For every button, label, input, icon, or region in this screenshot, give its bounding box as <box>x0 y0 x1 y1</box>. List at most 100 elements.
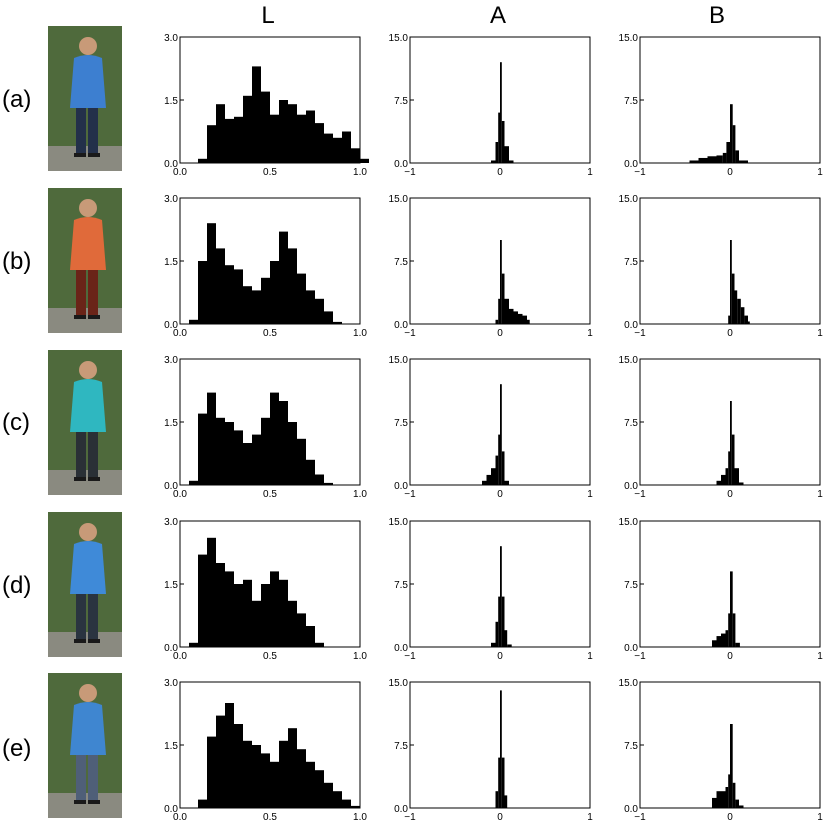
histogram-bar <box>243 579 252 647</box>
histogram-bar <box>725 468 729 485</box>
x-tick-label: 0 <box>727 328 733 339</box>
histogram-bar <box>748 321 750 324</box>
histogram-bar <box>243 286 252 324</box>
y-tick-label: 7.5 <box>624 418 638 429</box>
histogram-bar <box>731 273 735 324</box>
histogram-bar <box>306 110 315 163</box>
histogram-bar <box>498 596 500 647</box>
x-tick-label: −1 <box>404 328 416 339</box>
y-tick-label: 0.0 <box>164 159 178 170</box>
x-tick-label: −1 <box>404 812 416 823</box>
histogram-bar <box>270 571 279 647</box>
person-blue-shirt-icon <box>48 512 122 657</box>
y-tick-label: 15.0 <box>389 678 409 689</box>
histogram-bar <box>726 142 730 163</box>
histogram-bar <box>740 307 745 324</box>
histogram-bar <box>716 480 721 485</box>
histogram-bar <box>234 269 243 324</box>
column-header-b: B <box>708 2 725 29</box>
histogram-bar <box>707 156 717 163</box>
histogram-bar <box>315 123 324 163</box>
row-label-c: (c) <box>2 409 30 436</box>
histogram-bar <box>252 434 261 485</box>
histogram-bar <box>734 468 739 485</box>
histogram-bar <box>207 736 216 808</box>
y-tick-label: 1.5 <box>164 418 178 429</box>
histogram-bar <box>739 805 744 808</box>
histogram-bar <box>728 774 730 808</box>
y-tick-label: 1.5 <box>164 96 178 107</box>
x-tick-label: 1 <box>817 328 823 339</box>
x-tick-label: 0.0 <box>173 167 187 178</box>
histogram-bar <box>189 319 198 324</box>
row-label-a: (a) <box>2 86 32 113</box>
histogram-bar <box>500 384 502 485</box>
histogram-bar <box>279 579 288 647</box>
histogram-b-d: 0.0 7.5 15.0 −1 0 1 <box>619 517 824 662</box>
histogram-bar <box>504 630 508 647</box>
histogram-bar <box>252 66 261 163</box>
y-tick-label: 15.0 <box>619 194 639 205</box>
y-tick-label: 7.5 <box>624 96 638 107</box>
histogram-bar <box>297 438 306 485</box>
histogram-bar <box>504 298 509 324</box>
y-tick-label: 0.0 <box>394 643 408 654</box>
histogram-bar <box>351 148 360 163</box>
y-tick-label: 0.0 <box>624 159 638 170</box>
histogram-b-c: 0.0 7.5 15.0 −1 0 1 <box>619 355 824 500</box>
y-tick-label: 1.5 <box>164 580 178 591</box>
histogram-bar <box>324 482 333 485</box>
histogram-bar <box>216 715 225 808</box>
histogram-bar <box>270 261 279 324</box>
histogram-bar <box>721 633 726 647</box>
x-tick-label: 1 <box>817 651 823 662</box>
x-tick-label: 0 <box>727 651 733 662</box>
histogram-bar <box>491 160 496 163</box>
y-tick-label: 3.0 <box>164 33 178 44</box>
histogram-bar <box>689 160 699 163</box>
histogram-bar <box>716 791 721 808</box>
y-tick-label: 0.0 <box>394 481 408 492</box>
x-tick-label: 1.0 <box>353 812 367 823</box>
histogram-bar <box>279 231 288 324</box>
histogram-bar <box>501 273 505 324</box>
histogram-bar <box>500 546 502 647</box>
histogram-bar <box>501 121 505 163</box>
histogram-bar <box>486 474 491 485</box>
person-orange-shirt-icon <box>48 188 122 333</box>
histogram-bar <box>739 482 744 485</box>
histogram-b-b: 0.0 7.5 15.0 −1 0 1 <box>619 194 824 339</box>
histogram-bar <box>495 455 499 485</box>
histogram-bar <box>261 417 270 485</box>
histogram-bar <box>198 158 207 163</box>
histogram-bar <box>522 315 527 324</box>
histogram-bar <box>234 430 243 485</box>
histogram-bar <box>735 150 739 163</box>
histogram-bar <box>730 571 733 647</box>
histogram-bar <box>731 434 735 485</box>
histogram-a-d: 0.0 7.5 15.0 −1 0 1 <box>389 517 594 662</box>
histogram-bar <box>721 791 726 808</box>
histogram-bar <box>252 600 261 647</box>
histogram-bar <box>225 118 234 163</box>
histogram-bar <box>198 799 207 808</box>
histogram-bar <box>735 799 739 808</box>
person-blue-shirt-icon <box>48 673 122 818</box>
histogram-bar <box>725 787 729 808</box>
x-tick-label: 0 <box>497 489 503 500</box>
y-tick-label: 7.5 <box>624 580 638 591</box>
x-tick-label: 1 <box>587 489 593 500</box>
histogram-bar <box>306 761 315 808</box>
histogram-bar <box>198 554 207 647</box>
x-tick-label: 0.5 <box>263 812 277 823</box>
x-tick-label: 1.0 <box>353 167 367 178</box>
thumbnail-a <box>48 26 122 171</box>
y-tick-label: 0.0 <box>624 320 638 331</box>
histogram-bar <box>333 791 342 808</box>
y-tick-label: 0.0 <box>164 804 178 815</box>
x-tick-label: 1 <box>817 489 823 500</box>
y-tick-label: 7.5 <box>624 741 638 752</box>
histogram-bar <box>737 298 741 324</box>
histogram-bar <box>261 91 270 163</box>
x-tick-label: 0 <box>727 167 733 178</box>
